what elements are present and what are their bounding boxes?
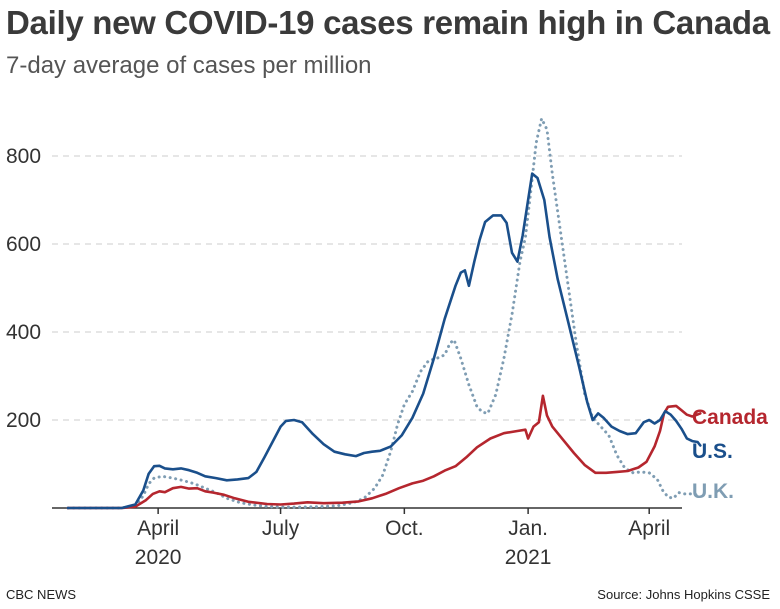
x-tick-sublabel-0: 2020 [135, 546, 182, 569]
series-label-us: U.S. [692, 440, 733, 463]
chart-title: Daily new COVID-19 cases remain high in … [6, 4, 770, 41]
y-tick-label-600: 600 [6, 233, 41, 256]
y-tick-label-400: 400 [6, 321, 41, 344]
chart-subtitle: 7-day average of cases per million [6, 52, 372, 79]
credit-text: CBC NEWS [6, 587, 77, 602]
series-line-us [66, 172, 702, 510]
series-labels: Canada U.S. U.K. [692, 406, 768, 503]
source-text: Source: Johns Hopkins CSSE [597, 587, 770, 602]
series-line-uk [66, 117, 702, 510]
x-tick-sublabel-3: 2021 [505, 546, 552, 569]
series-label-canada: Canada [692, 406, 768, 429]
series-label-uk: U.K. [692, 480, 734, 503]
x-tick-label-2: Oct. [385, 517, 424, 540]
y-tick-label-800: 800 [6, 145, 41, 168]
y-axis-tick-labels: 200 400 600 800 [6, 145, 41, 432]
x-tick-label-3: Jan. [508, 517, 548, 540]
x-tick-label-1: July [262, 517, 300, 540]
y-tick-label-200: 200 [6, 409, 41, 432]
series-line-canada [66, 394, 702, 510]
x-tick-label-0: April [137, 517, 179, 540]
x-tick-label-4: April [628, 517, 670, 540]
gridlines [52, 155, 682, 421]
series-lines [66, 117, 702, 510]
x-axis-tick-labels: April 2020 July Oct. Jan. 2021 April [135, 508, 670, 569]
